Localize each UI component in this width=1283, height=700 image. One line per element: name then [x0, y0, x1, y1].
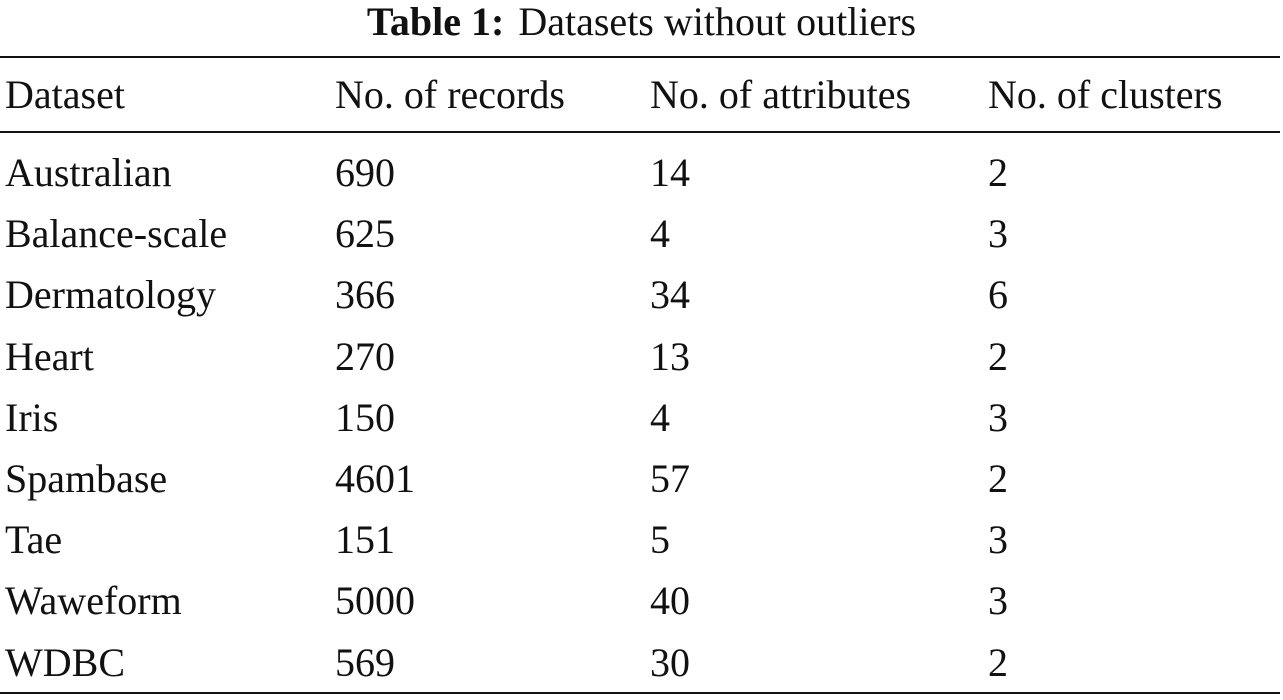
table-cell: 34 [650, 272, 690, 318]
table-cell: 569 [335, 639, 395, 685]
table-cell: 13 [650, 333, 690, 379]
table-caption: Table 1: Datasets without outliers [0, 0, 1283, 44]
table-cell: 2 [988, 333, 1008, 379]
table-cell: 366 [335, 272, 395, 318]
row-label: Tae [5, 517, 63, 563]
table-cell: 150 [335, 394, 395, 440]
column-header: No. of clusters [988, 72, 1223, 117]
table-cell: 4 [650, 211, 670, 257]
top-rule [0, 56, 1280, 58]
table-cell: 5000 [335, 578, 415, 624]
table-cell: 4601 [335, 456, 415, 501]
row-label: Iris [5, 394, 59, 440]
table-cell: 5 [650, 517, 670, 563]
table-cell: 40 [650, 578, 690, 624]
header-rule [0, 131, 1280, 133]
table-cell: 270 [335, 333, 395, 379]
row-label: Waweform [5, 578, 182, 624]
table-cell: 2 [988, 150, 1008, 195]
table-cell: 14 [650, 150, 690, 195]
table-cell: 3 [988, 211, 1008, 257]
table-cell: 2 [988, 639, 1008, 685]
row-label: Dermatology [5, 272, 217, 318]
table-cell: 4 [650, 394, 670, 440]
row-label: Australian [5, 150, 172, 195]
table-label: Table 1: [366, 0, 505, 44]
table-cell: 625 [335, 211, 395, 257]
column-header: Dataset [5, 72, 125, 117]
column-header: No. of attributes [650, 72, 912, 117]
table-cell: 57 [650, 456, 690, 501]
table-cell: 6 [988, 272, 1008, 318]
table-cell: 30 [650, 639, 690, 685]
table-cell: 3 [988, 517, 1008, 563]
table-cell: 3 [988, 394, 1008, 440]
row-label: Spambase [5, 456, 168, 501]
row-label: Heart [5, 333, 94, 379]
table-cell: 151 [335, 517, 395, 563]
table-cell: 3 [988, 578, 1008, 624]
table-title: Datasets without outliers [518, 0, 917, 44]
bottom-rule [0, 692, 1280, 694]
table-cell: 2 [988, 456, 1008, 501]
column-header: No. of records [335, 72, 565, 117]
row-label: WDBC [5, 639, 125, 685]
row-label: Balance-scale [5, 211, 228, 257]
table-cell: 690 [335, 150, 395, 195]
